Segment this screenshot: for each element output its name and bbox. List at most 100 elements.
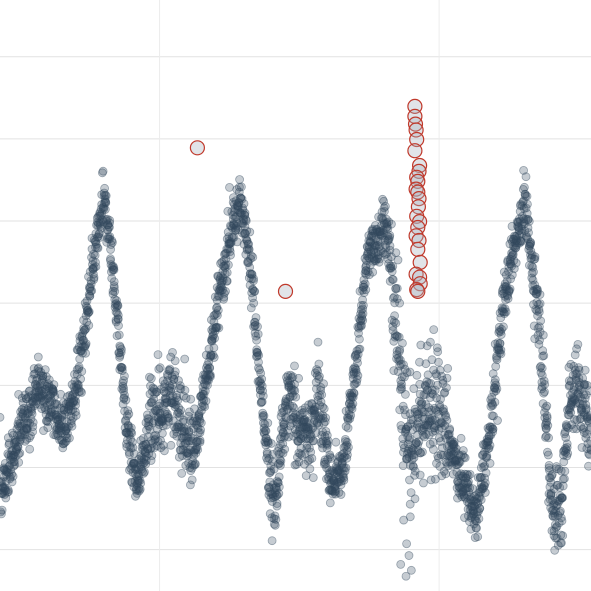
- data-point: [262, 449, 272, 459]
- data-point: [76, 346, 85, 356]
- data-point: [223, 260, 233, 270]
- data-point: [21, 423, 31, 433]
- data-point: [18, 398, 28, 408]
- data-point: [117, 366, 127, 376]
- data-point: [207, 334, 217, 344]
- data-point: [67, 416, 76, 426]
- data-point: [148, 418, 158, 428]
- data-point: [16, 411, 26, 421]
- data-point: [229, 220, 239, 230]
- data-point: [456, 433, 466, 443]
- data-point: [47, 407, 57, 417]
- data-point: [156, 443, 166, 453]
- data-point: [123, 420, 133, 430]
- data-point: [404, 551, 414, 560]
- data-point: [166, 398, 176, 408]
- data-point: [255, 365, 264, 375]
- data-point: [90, 237, 100, 246]
- data-point: [73, 380, 83, 390]
- data-point: [252, 345, 262, 355]
- data-point: [6, 455, 15, 465]
- data-point: [105, 232, 115, 242]
- data-point: [77, 331, 87, 341]
- data-point: [160, 394, 170, 404]
- data-point: [188, 456, 198, 466]
- data-point: [205, 372, 215, 382]
- data-point: [100, 205, 110, 214]
- data-point: [151, 387, 161, 397]
- data-point: [8, 450, 18, 460]
- data-point: [475, 504, 485, 513]
- data-point: [273, 478, 283, 487]
- data-point: [154, 417, 164, 427]
- data-point: [71, 400, 80, 410]
- data-point: [584, 461, 591, 471]
- data-point: [64, 402, 74, 411]
- data-point: [147, 438, 157, 448]
- data-point: [9, 457, 19, 467]
- data-point: [263, 456, 273, 466]
- data-point: [51, 421, 60, 431]
- data-point: [85, 282, 94, 292]
- data-point: [269, 519, 279, 529]
- data-point: [179, 440, 189, 450]
- data-point: [131, 485, 141, 495]
- data-point: [202, 371, 211, 381]
- data-point: [37, 391, 47, 401]
- data-point: [15, 437, 25, 447]
- data-point: [147, 397, 157, 407]
- data-point: [33, 392, 42, 401]
- data-point: [246, 254, 255, 264]
- data-point: [96, 217, 105, 227]
- data-point: [62, 424, 72, 433]
- data-point: [136, 464, 146, 474]
- data-point: [245, 280, 255, 290]
- data-point: [402, 539, 412, 549]
- data-point: [83, 306, 92, 315]
- data-point: [122, 428, 132, 438]
- data-point: [6, 450, 16, 460]
- data-point: [132, 472, 142, 482]
- data-point: [71, 407, 80, 417]
- anomaly-point: [407, 143, 423, 159]
- data-point: [62, 417, 72, 427]
- data-point: [240, 208, 250, 218]
- data-point: [53, 415, 63, 424]
- data-point: [200, 374, 210, 384]
- data-point: [70, 376, 80, 386]
- data-point: [219, 292, 229, 302]
- data-point: [242, 235, 252, 245]
- data-point: [43, 423, 53, 433]
- data-point: [172, 422, 182, 432]
- data-point: [74, 383, 83, 393]
- data-point: [143, 413, 153, 423]
- data-point: [240, 210, 250, 220]
- data-point: [4, 450, 14, 460]
- data-point: [65, 390, 75, 400]
- data-point: [212, 302, 222, 312]
- data-point: [249, 286, 259, 296]
- data-point: [276, 456, 286, 466]
- data-point: [137, 467, 147, 476]
- data-point: [235, 175, 245, 184]
- data-point: [20, 412, 30, 422]
- data-point: [114, 330, 124, 340]
- data-point: [294, 373, 304, 383]
- data-point: [278, 427, 288, 437]
- data-point: [177, 468, 187, 478]
- data-point: [30, 388, 40, 398]
- data-point: [442, 415, 452, 425]
- data-point: [126, 427, 136, 437]
- data-point: [95, 221, 105, 231]
- data-point: [230, 204, 240, 214]
- data-point: [136, 478, 146, 488]
- data-point: [61, 425, 71, 435]
- data-point: [81, 311, 91, 321]
- data-point: [243, 256, 253, 266]
- data-point: [3, 433, 13, 443]
- data-point: [59, 405, 69, 415]
- data-point: [256, 398, 266, 408]
- data-point: [219, 288, 229, 298]
- data-point: [153, 413, 163, 423]
- data-point: [206, 335, 216, 345]
